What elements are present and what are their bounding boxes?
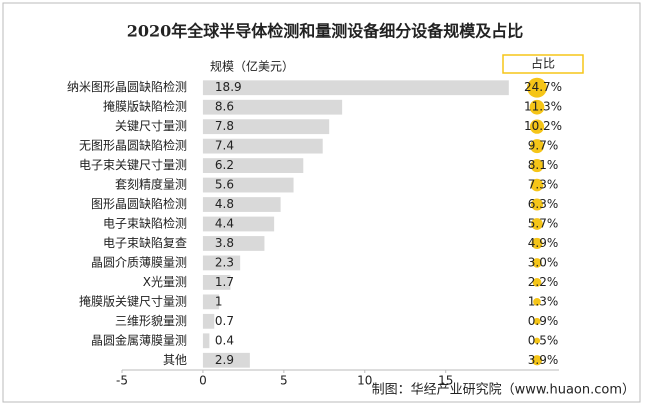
- category-label: 掩膜版缺陷检测: [103, 99, 187, 114]
- category-label: 电子束关键尺寸量测: [79, 158, 187, 172]
- share-dot: [531, 355, 543, 366]
- share-label: 1.3%: [528, 294, 559, 308]
- bar: [202, 119, 330, 135]
- share-dot: [530, 198, 544, 211]
- bar: [202, 255, 241, 271]
- value-label: 7.8: [215, 119, 234, 133]
- category-label: 掩膜版关键尺寸量测: [79, 294, 187, 308]
- value-label: 2.3: [215, 255, 234, 269]
- source: 制图：华经产业研究院（www.huaon.com）: [372, 383, 635, 398]
- bar: [202, 177, 294, 193]
- value-label: 3.8: [215, 236, 234, 250]
- share-label: 11.3%: [524, 100, 562, 114]
- share-dot: [533, 317, 541, 325]
- bar: [202, 80, 509, 96]
- bar: [202, 197, 281, 212]
- category-label: 套刻精度量测: [115, 177, 187, 192]
- category-label: 晶圆金属薄膜量测: [91, 332, 187, 347]
- share-dot: [527, 77, 547, 98]
- category-label: 纳米图形晶圆缺陷检测: [67, 79, 187, 94]
- share-dot: [533, 298, 541, 306]
- value-label: 18.9: [215, 80, 242, 94]
- bar: [202, 138, 323, 154]
- share-dot: [530, 159, 544, 173]
- bar: [202, 236, 265, 251]
- category-label: 电子束缺陷检测: [103, 216, 187, 231]
- value-label: 4.8: [215, 197, 234, 211]
- share-label: 10.2%: [524, 119, 562, 133]
- category-label: X光量测: [143, 275, 187, 289]
- bar: [202, 216, 275, 232]
- share-label: 3.0%: [528, 255, 559, 269]
- share-dot: [532, 278, 542, 287]
- share-dot: [529, 119, 545, 134]
- bar: [202, 294, 220, 310]
- share-dot: [531, 237, 543, 250]
- bar: [202, 333, 210, 349]
- bar: [202, 158, 304, 173]
- share-label: 2.2%: [528, 275, 559, 289]
- category-label: 无图形晶圆缺陷检测: [79, 138, 187, 153]
- category-label: 关键尺寸量测: [115, 119, 187, 133]
- value-label: 1: [215, 294, 223, 308]
- bar: [202, 352, 250, 368]
- x-tick-label: -5: [116, 374, 128, 388]
- value-label: 1.7: [215, 275, 234, 289]
- share-dot: [533, 337, 541, 344]
- share-label: 0.9%: [528, 314, 559, 328]
- share-label: 4.9%: [528, 236, 559, 250]
- share-dot: [531, 218, 543, 230]
- value-label: 7.4: [215, 139, 234, 153]
- value-label: 6.2: [215, 158, 234, 172]
- series-header: 规模（亿美元）: [210, 59, 294, 74]
- category-label: 三维形貌量测: [115, 313, 187, 328]
- share-label: 5.7%: [528, 217, 559, 231]
- category-label: 晶圆介质薄膜量测: [91, 254, 187, 269]
- category-label: 其他: [163, 353, 187, 367]
- value-label: 5.6: [215, 178, 234, 192]
- bar: [202, 313, 215, 329]
- share-dot: [530, 139, 544, 154]
- value-label: 4.4: [215, 217, 234, 231]
- category-label: 电子束缺陷复查: [103, 235, 187, 250]
- x-tick-label: 0: [199, 374, 207, 388]
- share-dot: [530, 178, 544, 192]
- chart-title: 2020年全球半导体检测和量测设备细分设备规模及占比: [127, 22, 524, 41]
- share-label: 6.3%: [528, 197, 559, 211]
- value-label: 8.6: [215, 100, 234, 114]
- bar: [202, 275, 231, 290]
- share-dot: [532, 258, 542, 268]
- bar: [202, 99, 343, 115]
- value-label: 0.4: [215, 333, 234, 347]
- share-label: 0.5%: [528, 333, 559, 347]
- share-label: 24.7%: [524, 80, 562, 94]
- share-label: 7.3%: [528, 178, 559, 192]
- share-header-box: [502, 54, 584, 74]
- share-header: 占比: [531, 56, 555, 71]
- share-label: 8.1%: [528, 158, 559, 172]
- share-label: 9.7%: [528, 139, 559, 153]
- value-label: 2.9: [215, 353, 234, 367]
- value-label: 0.7: [215, 314, 234, 328]
- x-tick-label: 5: [280, 374, 288, 388]
- share-label: 3.9%: [528, 353, 559, 367]
- category-label: 图形晶圆缺陷检测: [91, 196, 187, 211]
- share-dot: [529, 99, 545, 115]
- x-tick-label: 15: [438, 374, 453, 388]
- x-tick-label: 10: [357, 374, 372, 388]
